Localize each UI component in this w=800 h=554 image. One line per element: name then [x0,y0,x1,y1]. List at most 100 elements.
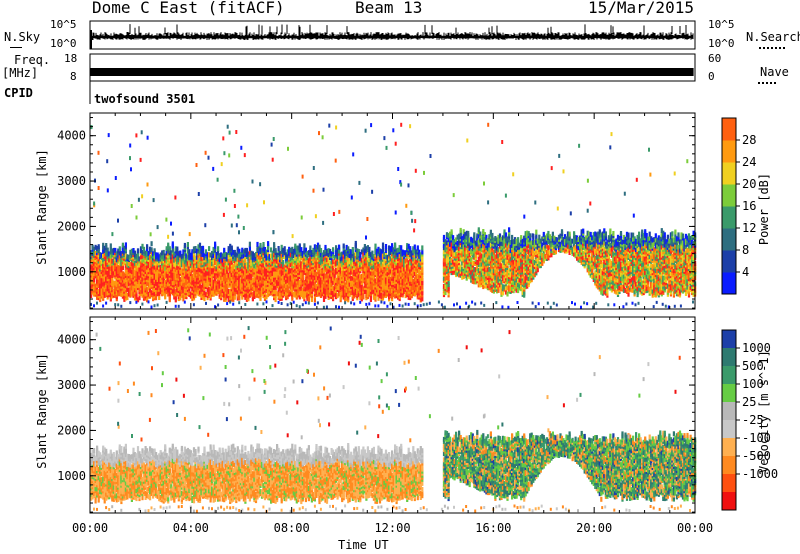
power-cell [121,271,124,277]
power-cell [217,246,220,252]
power-cell [102,277,105,283]
power-cell [120,271,123,277]
power-cell [111,248,114,254]
power-cell [136,297,140,303]
power-cell [214,241,217,247]
power-cell [127,287,130,293]
power-cell [103,245,106,251]
nsky-line-legend [10,47,22,48]
freq-panel-frame [89,53,696,82]
power-cell [164,269,167,275]
power-cell [158,295,161,300]
freq-unit: [MHz] [2,66,39,80]
power-cell [186,242,189,247]
power-cell [99,282,102,288]
power-cell [141,284,144,290]
power-cell [141,262,144,268]
power-cell [277,246,280,251]
power-cell [144,250,147,256]
power-heatmap [90,122,697,309]
power-cell [123,272,126,278]
power-cell [115,251,118,257]
power-cell [156,277,159,282]
power-cell [120,291,123,297]
power-cell [129,274,132,280]
power-cell [303,243,306,249]
power-cell [164,265,167,271]
power-cell [112,288,115,294]
beam-title: Beam 13 [355,0,423,17]
power-cell [118,264,121,270]
power-cell [158,254,161,260]
power-cell [99,270,102,276]
power-cell [105,243,108,248]
power-cell [108,269,111,275]
power-cell [162,249,165,255]
power-cell [141,258,144,264]
power-cell [106,284,109,290]
power-cell [130,248,133,254]
nsearch-tick-bottom: 10^0 [708,37,735,50]
power-cell [351,247,354,252]
power-cell [274,248,277,254]
power-cell [129,292,132,298]
power-cell [159,264,162,270]
nave-label: Nave [760,65,789,79]
power-cell [130,252,133,258]
freq-signal-trace [90,68,694,76]
nave-dotted-legend [758,82,776,84]
power-cell [374,243,377,249]
power-cell [99,295,102,300]
power-cell [94,283,97,289]
power-cell [319,248,323,253]
power-cell [105,275,108,281]
power-cell [120,259,123,265]
power-cell [135,284,138,290]
power-cell [124,281,127,287]
nsky-tick-top: 10^5 [50,18,77,31]
power-cell [135,274,138,280]
power-cell [141,288,144,294]
power-cell [164,253,167,259]
power-cell [368,246,371,252]
power-cell [133,260,137,266]
power-cell [141,249,144,255]
power-cell [156,264,159,270]
power-cell [124,291,127,297]
power-cell [159,252,162,258]
power-cell [109,247,112,253]
power-cell [120,265,123,271]
power-cell [282,260,285,265]
power-cell [150,267,153,273]
power-cell [103,274,106,280]
nave-tick-top: 60 [708,52,722,65]
power-cell [114,247,117,253]
power-cell [102,242,105,248]
power-cell [111,285,114,291]
power-cell [127,261,130,266]
power-cell [126,274,129,280]
freq-tick-bottom: 8 [70,70,77,83]
power-cell [141,243,144,249]
power-cell [106,251,109,257]
power-cell [267,241,270,247]
power-cell [248,241,251,247]
power-cell [100,273,103,279]
nsky-label: N.Sky [4,30,41,44]
power-cell [103,260,106,266]
power-cell [105,269,108,275]
power-cell [117,264,120,270]
power-cell [156,281,159,287]
power-cell [118,250,121,256]
power-cell [126,293,129,298]
power-cell [146,274,149,280]
power-cell [105,257,108,263]
power-cell [150,277,153,283]
power-cell [99,260,102,266]
power-cell [97,280,100,286]
power-cell [153,254,156,260]
power-cell [135,253,138,259]
power-cell [105,287,108,293]
power-cell [111,268,114,274]
power-cell [100,283,103,289]
